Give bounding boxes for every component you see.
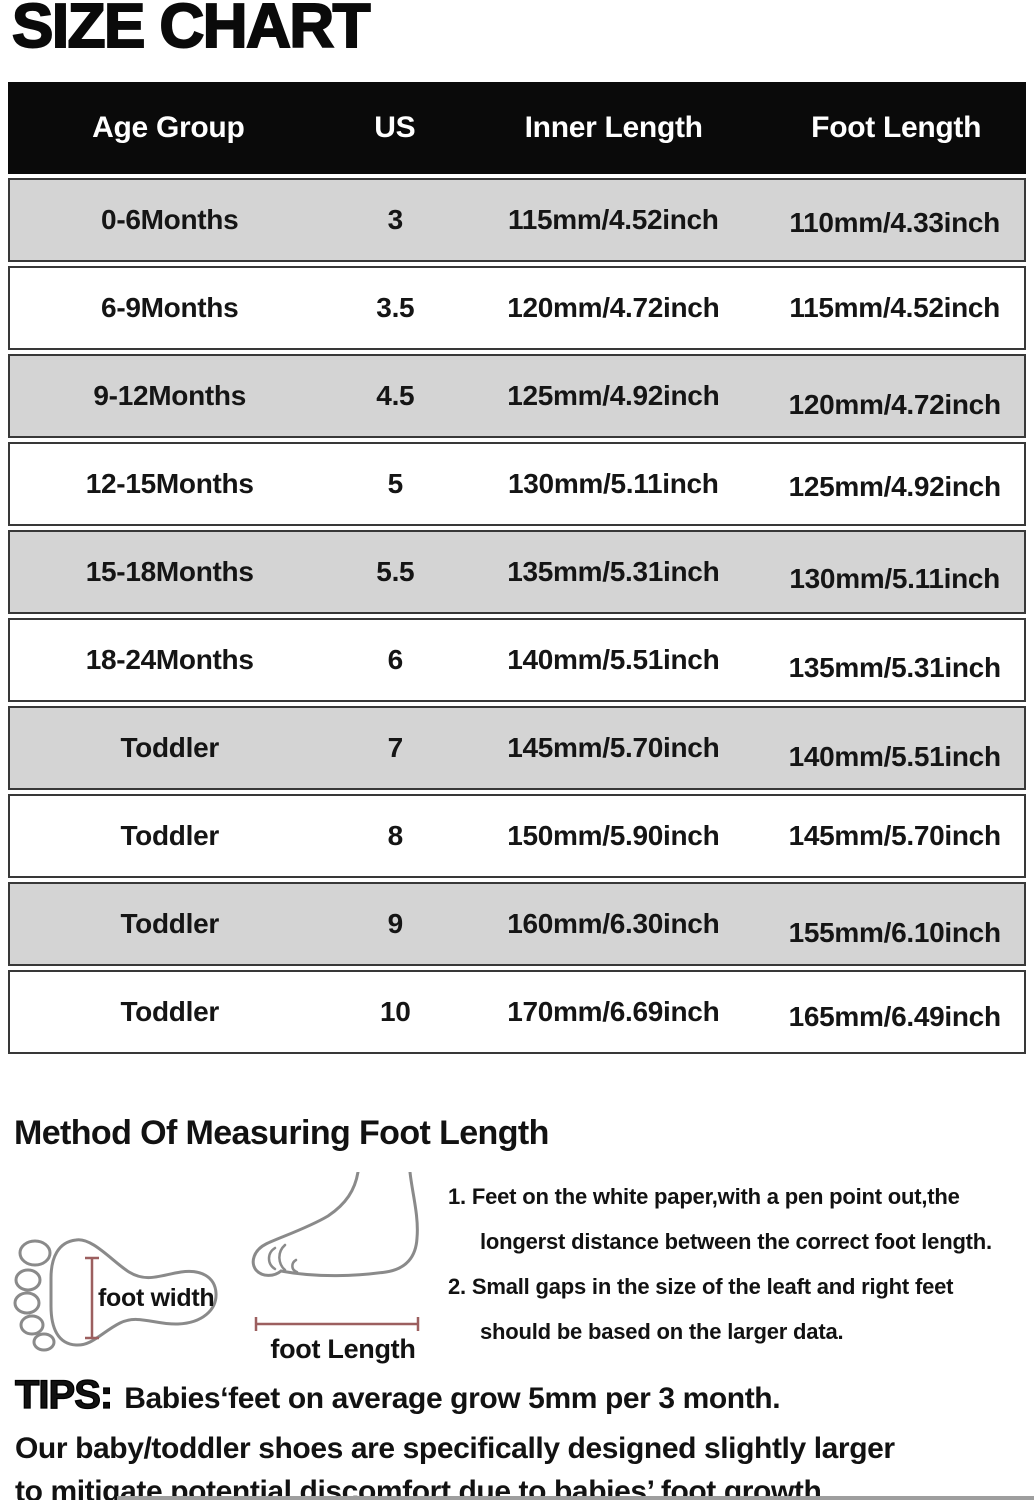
table-row: Toddler 8 150mm/5.90inch 145mm/5.70inch	[8, 794, 1026, 878]
us-size-cell: 8	[387, 820, 404, 851]
foot-length-cell: 120mm/4.72inch	[788, 389, 1001, 420]
column-header-us: US	[374, 111, 416, 144]
us-size-cell: 6	[387, 644, 404, 675]
foot-length-cell: 110mm/4.33inch	[789, 207, 1000, 238]
age-cell: Toddler	[120, 820, 219, 851]
us-size-cell: 4.5	[376, 380, 415, 411]
foot-length-cell: 140mm/5.51inch	[788, 741, 1001, 772]
foot-length-cell: 125mm/4.92inch	[788, 471, 1001, 502]
age-cell: 9-12Months	[93, 380, 246, 411]
table-row: 18-24Months 6 140mm/5.51inch 135mm/5.31i…	[8, 618, 1026, 702]
foot-length-cell: 115mm/4.52inch	[789, 292, 1000, 323]
us-size-cell: 3	[387, 204, 404, 235]
tips-section: TIPS: Babies‘feet on average grow 5mm per…	[14, 1372, 1030, 1500]
foot-length-cell: 135mm/5.31inch	[788, 652, 1001, 683]
instruction-line: 1. Feet on the white paper,with a pen po…	[448, 1184, 960, 1209]
foot-width-label: foot width	[98, 1284, 215, 1312]
table-header-row: Age Group US Inner Length Foot Length	[8, 82, 1026, 174]
age-cell: 6-9Months	[101, 292, 239, 323]
age-cell: Toddler	[120, 996, 219, 1027]
us-size-cell: 10	[380, 996, 411, 1027]
foot-width-measure-line	[85, 1256, 99, 1340]
table-body: 0-6Months 3 115mm/4.52inch 110mm/4.33inc…	[8, 178, 1026, 1054]
table-row: Toddler 9 160mm/6.30inch 155mm/6.10inch	[8, 882, 1026, 966]
age-cell: 15-18Months	[85, 556, 254, 587]
tips-text: to mitigate potential discomfort due to …	[15, 1475, 822, 1500]
foot-width-diagram	[13, 1238, 218, 1352]
table-row: Toddler 10 170mm/6.69inch 165mm/6.49inch	[8, 970, 1026, 1054]
foot-length-cell: 130mm/5.11inch	[789, 563, 1000, 594]
measuring-instructions: 1. Feet on the white paper,with a pen po…	[448, 1174, 1034, 1354]
tips-label: TIPS:	[14, 1372, 114, 1417]
foot-length-measure-line	[254, 1317, 420, 1331]
foot-length-diagram	[251, 1172, 420, 1331]
table-row: 0-6Months 3 115mm/4.52inch 110mm/4.33inc…	[8, 178, 1026, 262]
us-size-cell: 5.5	[376, 556, 415, 587]
measuring-section-heading: Method Of Measuring Foot Length	[14, 1114, 549, 1152]
bottom-edge-strip	[117, 1496, 1034, 1500]
us-size-cell: 9	[387, 908, 404, 939]
inner-length-cell: 130mm/5.11inch	[508, 468, 719, 499]
table-row: 15-18Months 5.5 135mm/5.31inch 130mm/5.1…	[8, 530, 1026, 614]
instruction-line: longerst distance between the correct fo…	[480, 1229, 992, 1254]
foot-length-cell: 155mm/6.10inch	[788, 917, 1001, 948]
inner-length-cell: 170mm/6.69inch	[507, 996, 720, 1027]
column-header-foot-length: Foot Length	[811, 111, 982, 144]
age-cell: Toddler	[120, 908, 219, 939]
us-size-cell: 5	[387, 468, 404, 499]
inner-length-cell: 145mm/5.70inch	[507, 732, 720, 763]
table-row: 12-15Months 5 130mm/5.11inch 125mm/4.92i…	[8, 442, 1026, 526]
inner-length-cell: 125mm/4.92inch	[507, 380, 720, 411]
size-table: Age Group US Inner Length Foot Length 0-…	[8, 82, 1026, 1054]
page-title: SIZE CHART	[11, 0, 372, 61]
tips-text: Our baby/toddler shoes are specifically …	[15, 1432, 895, 1465]
age-cell: Toddler	[120, 732, 219, 763]
instruction-line: 2. Small gaps in the size of the leaft a…	[448, 1274, 954, 1299]
table-row: 6-9Months 3.5 120mm/4.72inch 115mm/4.52i…	[8, 266, 1026, 350]
foot-length-label: foot Length	[270, 1334, 416, 1364]
age-cell: 0-6Months	[101, 204, 239, 235]
inner-length-cell: 135mm/5.31inch	[507, 556, 720, 587]
inner-length-cell: 120mm/4.72inch	[507, 292, 720, 323]
inner-length-cell: 115mm/4.52inch	[508, 204, 719, 235]
us-size-cell: 3.5	[376, 292, 415, 323]
inner-length-cell: 150mm/5.90inch	[507, 820, 720, 851]
age-cell: 18-24Months	[85, 644, 254, 675]
table-row: 9-12Months 4.5 125mm/4.92inch 120mm/4.72…	[8, 354, 1026, 438]
tips-text: Babies‘feet on average grow 5mm per 3 mo…	[124, 1382, 781, 1415]
foot-length-cell: 145mm/5.70inch	[788, 820, 1001, 851]
instruction-line: should be based on the larger data.	[480, 1319, 844, 1344]
column-header-inner-length: Inner Length	[524, 111, 703, 144]
tips-first-line: TIPS: Babies‘feet on average grow 5mm per…	[14, 1372, 1030, 1427]
table-row: Toddler 7 145mm/5.70inch 140mm/5.51inch	[8, 706, 1026, 790]
inner-length-cell: 140mm/5.51inch	[507, 644, 720, 675]
inner-length-cell: 160mm/6.30inch	[507, 908, 720, 939]
age-cell: 12-15Months	[85, 468, 254, 499]
foot-length-cell: 165mm/6.49inch	[788, 1001, 1001, 1032]
column-header-age-group: Age Group	[92, 111, 245, 144]
us-size-cell: 7	[387, 732, 404, 763]
